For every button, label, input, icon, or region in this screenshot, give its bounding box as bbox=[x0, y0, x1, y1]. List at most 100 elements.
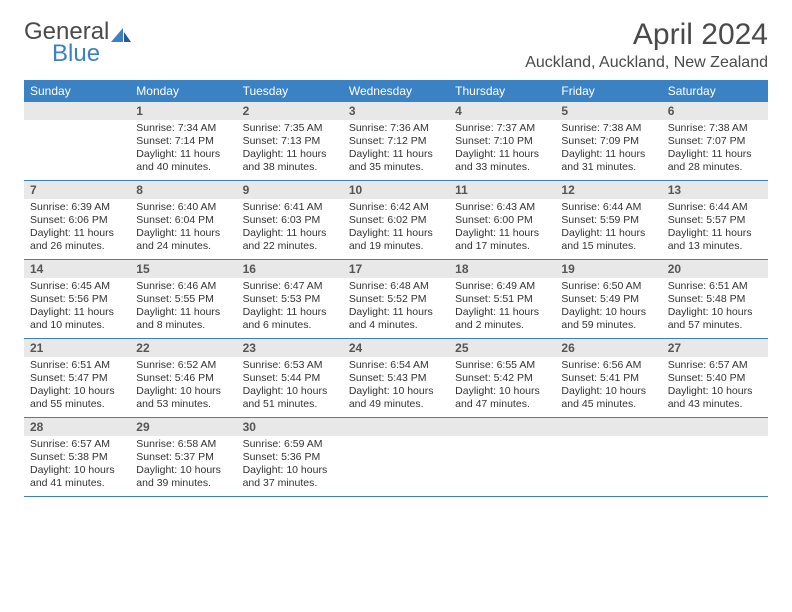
sunset-text: Sunset: 7:07 PM bbox=[668, 135, 762, 148]
logo: GeneralBlue bbox=[24, 18, 131, 68]
title-block: April 2024 Auckland, Auckland, New Zeala… bbox=[525, 18, 768, 72]
day-body: Sunrise: 6:47 AMSunset: 5:53 PMDaylight:… bbox=[237, 278, 343, 337]
day-cell: 22Sunrise: 6:52 AMSunset: 5:46 PMDayligh… bbox=[130, 339, 236, 417]
day-body: Sunrise: 7:38 AMSunset: 7:09 PMDaylight:… bbox=[555, 120, 661, 179]
day-cell: 13Sunrise: 6:44 AMSunset: 5:57 PMDayligh… bbox=[662, 181, 768, 259]
day-cell: 27Sunrise: 6:57 AMSunset: 5:40 PMDayligh… bbox=[662, 339, 768, 417]
day-number: 4 bbox=[449, 102, 555, 120]
sunrise-text: Sunrise: 6:40 AM bbox=[136, 201, 230, 214]
daylight-text: Daylight: 11 hours and 19 minutes. bbox=[349, 227, 443, 253]
daylight-text: Daylight: 11 hours and 24 minutes. bbox=[136, 227, 230, 253]
day-body: Sunrise: 6:42 AMSunset: 6:02 PMDaylight:… bbox=[343, 199, 449, 258]
daylight-text: Daylight: 10 hours and 59 minutes. bbox=[561, 306, 655, 332]
sunrise-text: Sunrise: 6:44 AM bbox=[561, 201, 655, 214]
day-number: 15 bbox=[130, 260, 236, 278]
empty-day-numbar bbox=[662, 418, 768, 436]
sunrise-text: Sunrise: 7:38 AM bbox=[561, 122, 655, 135]
sunrise-text: Sunrise: 6:51 AM bbox=[668, 280, 762, 293]
day-number: 29 bbox=[130, 418, 236, 436]
day-number: 3 bbox=[343, 102, 449, 120]
daylight-text: Daylight: 10 hours and 53 minutes. bbox=[136, 385, 230, 411]
daylight-text: Daylight: 11 hours and 33 minutes. bbox=[455, 148, 549, 174]
day-body: Sunrise: 6:49 AMSunset: 5:51 PMDaylight:… bbox=[449, 278, 555, 337]
week-row: 1Sunrise: 7:34 AMSunset: 7:14 PMDaylight… bbox=[24, 102, 768, 181]
day-header-row: SundayMondayTuesdayWednesdayThursdayFrid… bbox=[24, 80, 768, 102]
sunset-text: Sunset: 5:53 PM bbox=[243, 293, 337, 306]
daylight-text: Daylight: 10 hours and 57 minutes. bbox=[668, 306, 762, 332]
day-cell: 1Sunrise: 7:34 AMSunset: 7:14 PMDaylight… bbox=[130, 102, 236, 180]
day-cell: 10Sunrise: 6:42 AMSunset: 6:02 PMDayligh… bbox=[343, 181, 449, 259]
sunset-text: Sunset: 5:55 PM bbox=[136, 293, 230, 306]
sunset-text: Sunset: 7:09 PM bbox=[561, 135, 655, 148]
day-body: Sunrise: 7:34 AMSunset: 7:14 PMDaylight:… bbox=[130, 120, 236, 179]
day-cell: 25Sunrise: 6:55 AMSunset: 5:42 PMDayligh… bbox=[449, 339, 555, 417]
day-body: Sunrise: 6:58 AMSunset: 5:37 PMDaylight:… bbox=[130, 436, 236, 495]
day-body: Sunrise: 7:38 AMSunset: 7:07 PMDaylight:… bbox=[662, 120, 768, 179]
daylight-text: Daylight: 10 hours and 37 minutes. bbox=[243, 464, 337, 490]
day-header: Friday bbox=[555, 80, 661, 102]
daylight-text: Daylight: 11 hours and 15 minutes. bbox=[561, 227, 655, 253]
day-body: Sunrise: 7:36 AMSunset: 7:12 PMDaylight:… bbox=[343, 120, 449, 179]
empty-day-numbar bbox=[24, 102, 130, 120]
day-number: 25 bbox=[449, 339, 555, 357]
weeks-container: 1Sunrise: 7:34 AMSunset: 7:14 PMDaylight… bbox=[24, 102, 768, 497]
sunset-text: Sunset: 5:56 PM bbox=[30, 293, 124, 306]
sunrise-text: Sunrise: 6:56 AM bbox=[561, 359, 655, 372]
day-cell: 6Sunrise: 7:38 AMSunset: 7:07 PMDaylight… bbox=[662, 102, 768, 180]
empty-day-numbar bbox=[343, 418, 449, 436]
sunrise-text: Sunrise: 6:55 AM bbox=[455, 359, 549, 372]
day-cell: 24Sunrise: 6:54 AMSunset: 5:43 PMDayligh… bbox=[343, 339, 449, 417]
sunrise-text: Sunrise: 6:39 AM bbox=[30, 201, 124, 214]
day-number: 2 bbox=[237, 102, 343, 120]
sunset-text: Sunset: 6:03 PM bbox=[243, 214, 337, 227]
sunset-text: Sunset: 7:14 PM bbox=[136, 135, 230, 148]
day-body: Sunrise: 7:35 AMSunset: 7:13 PMDaylight:… bbox=[237, 120, 343, 179]
day-number: 27 bbox=[662, 339, 768, 357]
day-number: 22 bbox=[130, 339, 236, 357]
day-cell: 28Sunrise: 6:57 AMSunset: 5:38 PMDayligh… bbox=[24, 418, 130, 496]
daylight-text: Daylight: 11 hours and 4 minutes. bbox=[349, 306, 443, 332]
day-cell: 8Sunrise: 6:40 AMSunset: 6:04 PMDaylight… bbox=[130, 181, 236, 259]
day-header: Saturday bbox=[662, 80, 768, 102]
sunset-text: Sunset: 5:59 PM bbox=[561, 214, 655, 227]
day-cell: 11Sunrise: 6:43 AMSunset: 6:00 PMDayligh… bbox=[449, 181, 555, 259]
sunrise-text: Sunrise: 6:44 AM bbox=[668, 201, 762, 214]
day-number: 23 bbox=[237, 339, 343, 357]
sunset-text: Sunset: 6:00 PM bbox=[455, 214, 549, 227]
logo-text-blue: Blue bbox=[52, 40, 100, 68]
daylight-text: Daylight: 11 hours and 10 minutes. bbox=[30, 306, 124, 332]
day-body: Sunrise: 6:54 AMSunset: 5:43 PMDaylight:… bbox=[343, 357, 449, 416]
sunset-text: Sunset: 5:41 PM bbox=[561, 372, 655, 385]
sunrise-text: Sunrise: 6:47 AM bbox=[243, 280, 337, 293]
empty-day-numbar bbox=[449, 418, 555, 436]
sunrise-text: Sunrise: 6:52 AM bbox=[136, 359, 230, 372]
sunset-text: Sunset: 5:52 PM bbox=[349, 293, 443, 306]
day-body: Sunrise: 6:53 AMSunset: 5:44 PMDaylight:… bbox=[237, 357, 343, 416]
day-number: 7 bbox=[24, 181, 130, 199]
daylight-text: Daylight: 10 hours and 39 minutes. bbox=[136, 464, 230, 490]
day-cell: 9Sunrise: 6:41 AMSunset: 6:03 PMDaylight… bbox=[237, 181, 343, 259]
day-number: 11 bbox=[449, 181, 555, 199]
sunrise-text: Sunrise: 6:41 AM bbox=[243, 201, 337, 214]
day-cell: 23Sunrise: 6:53 AMSunset: 5:44 PMDayligh… bbox=[237, 339, 343, 417]
day-cell: 12Sunrise: 6:44 AMSunset: 5:59 PMDayligh… bbox=[555, 181, 661, 259]
day-number: 1 bbox=[130, 102, 236, 120]
day-body: Sunrise: 6:51 AMSunset: 5:47 PMDaylight:… bbox=[24, 357, 130, 416]
sunset-text: Sunset: 5:36 PM bbox=[243, 451, 337, 464]
sunrise-text: Sunrise: 6:57 AM bbox=[30, 438, 124, 451]
day-header: Sunday bbox=[24, 80, 130, 102]
day-cell: 16Sunrise: 6:47 AMSunset: 5:53 PMDayligh… bbox=[237, 260, 343, 338]
daylight-text: Daylight: 11 hours and 26 minutes. bbox=[30, 227, 124, 253]
day-cell bbox=[343, 418, 449, 496]
logo-sail-icon bbox=[111, 28, 131, 42]
day-cell: 4Sunrise: 7:37 AMSunset: 7:10 PMDaylight… bbox=[449, 102, 555, 180]
day-cell: 15Sunrise: 6:46 AMSunset: 5:55 PMDayligh… bbox=[130, 260, 236, 338]
day-header: Tuesday bbox=[237, 80, 343, 102]
day-cell bbox=[555, 418, 661, 496]
sunrise-text: Sunrise: 6:49 AM bbox=[455, 280, 549, 293]
day-cell bbox=[24, 102, 130, 180]
day-body: Sunrise: 6:55 AMSunset: 5:42 PMDaylight:… bbox=[449, 357, 555, 416]
day-number: 24 bbox=[343, 339, 449, 357]
day-body: Sunrise: 6:44 AMSunset: 5:59 PMDaylight:… bbox=[555, 199, 661, 258]
week-row: 7Sunrise: 6:39 AMSunset: 6:06 PMDaylight… bbox=[24, 181, 768, 260]
